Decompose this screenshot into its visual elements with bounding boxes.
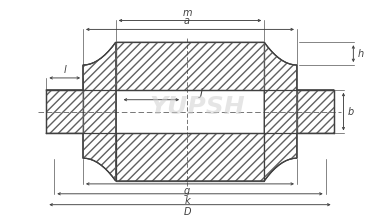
- Text: YUPSH: YUPSH: [149, 95, 245, 119]
- Text: b: b: [347, 107, 354, 117]
- Polygon shape: [264, 42, 297, 181]
- Text: l: l: [63, 65, 66, 75]
- Polygon shape: [46, 90, 83, 133]
- Text: g: g: [184, 186, 190, 196]
- Text: h: h: [357, 49, 364, 59]
- Polygon shape: [116, 42, 264, 90]
- Polygon shape: [83, 42, 116, 181]
- Polygon shape: [297, 90, 334, 133]
- Text: D: D: [183, 207, 191, 217]
- Text: a: a: [184, 16, 190, 26]
- Polygon shape: [116, 133, 264, 181]
- Text: k: k: [184, 196, 190, 206]
- Text: J: J: [200, 88, 203, 98]
- Text: m: m: [182, 7, 192, 18]
